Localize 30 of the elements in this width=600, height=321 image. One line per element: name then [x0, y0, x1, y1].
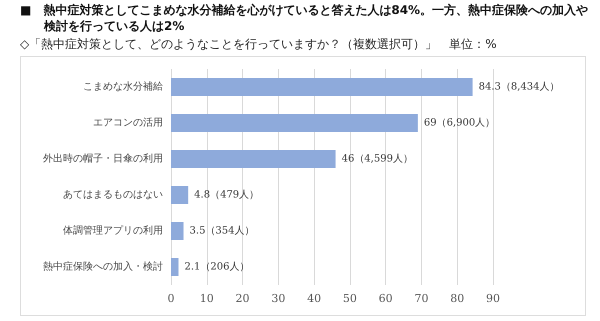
bar — [171, 222, 184, 240]
data-label: 46（4,599人） — [342, 154, 413, 164]
x-tick-label: 20 — [236, 292, 250, 305]
y-tick-label: 体調管理アプリの利用 — [63, 224, 163, 236]
bar — [171, 78, 473, 96]
x-tick-label: 0 — [168, 292, 174, 305]
x-tick-label: 70 — [414, 292, 428, 305]
x-tick-label: 80 — [450, 292, 464, 305]
x-tick-label: 60 — [378, 292, 393, 305]
bar — [171, 150, 336, 168]
data-label: 2.1（206人） — [184, 262, 250, 272]
y-tick-label: 外出時の帽子・日傘の利用 — [43, 152, 163, 164]
data-label: 4.8（479人） — [194, 190, 260, 200]
data-label: 69（6,900人） — [424, 118, 496, 128]
data-label: 3.5（354人） — [190, 226, 255, 236]
x-tick-label: 50 — [342, 292, 357, 305]
bar — [171, 186, 188, 204]
chart-subtitle: ◇「熱中症対策として、どのようなことを行っていますか？（複数選択可）」 単位：% — [20, 36, 497, 53]
x-tick-label: 30 — [271, 292, 286, 305]
y-tick-label: こまめな水分補給 — [83, 80, 163, 92]
y-tick-label: あてはまるものはない — [63, 190, 163, 200]
x-tick-label: 10 — [200, 292, 214, 305]
data-label: 84.3（8,434人） — [478, 82, 560, 92]
x-tick-label: 90 — [486, 292, 500, 305]
bar — [171, 258, 179, 276]
bar — [171, 114, 418, 132]
x-tick-label: 40 — [307, 292, 322, 305]
y-tick-label: エアコンの活用 — [93, 116, 163, 128]
y-tick-label: 熱中症保険への加入・検討 — [43, 260, 163, 272]
chart-title: ■ 熱中症対策としてこまめな水分補給を心がけていると答えた人は84%。一方、熱中症保険への加入や検討を行っている人は2% — [20, 2, 589, 34]
